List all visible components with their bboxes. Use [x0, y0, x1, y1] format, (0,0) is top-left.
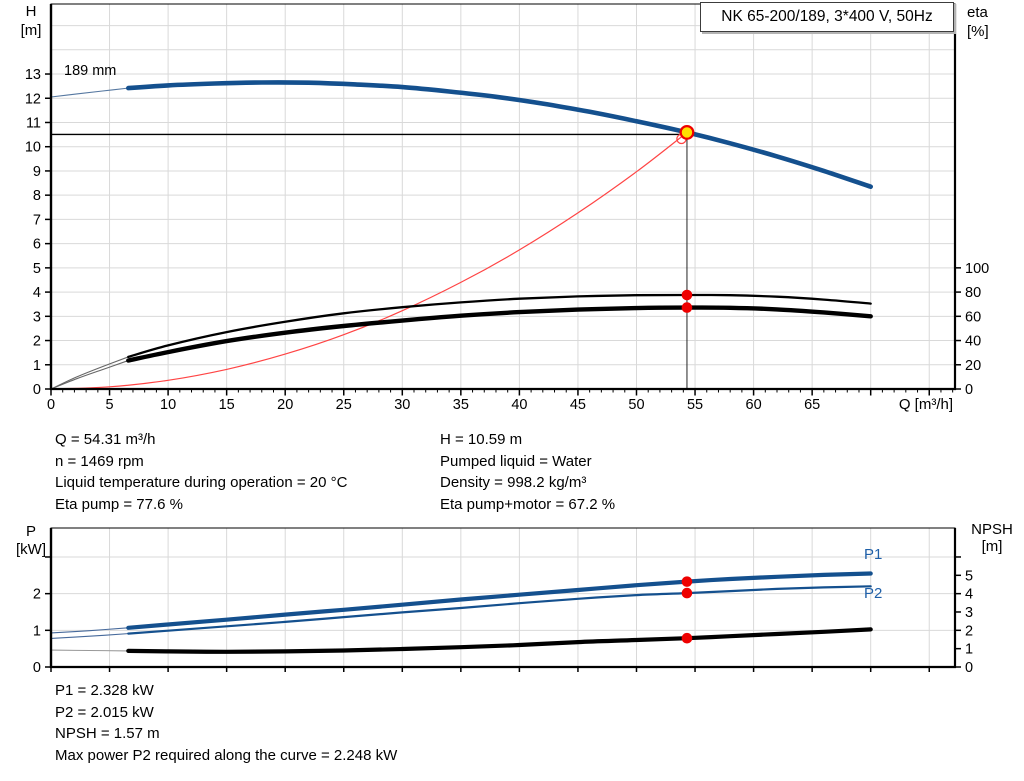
- info-p2: P2 = 2.015 kW: [55, 703, 154, 721]
- y-left-tick-label: 4: [33, 285, 41, 301]
- x-tick-label: 60: [746, 397, 762, 413]
- info-speed: n = 1469 rpm: [55, 452, 144, 470]
- p1-curve-lead: [50, 627, 129, 634]
- power-npsh-chart: 0 1 2 0 1 2 3 4 5: [33, 527, 973, 676]
- impeller-diameter-label: 189 mm: [64, 63, 117, 79]
- x-tick-label: 0: [47, 397, 55, 413]
- h-axis-unit: [m]: [20, 22, 42, 39]
- info-temperature: Liquid temperature during operation = 20…: [55, 474, 348, 491]
- y-left-tick-label: 8: [33, 188, 41, 204]
- p1-duty-dot: [681, 576, 693, 587]
- y-right-tick-label: 0: [965, 382, 973, 398]
- x-tick-label: 20: [277, 397, 293, 413]
- y-left-tick-label: 11: [26, 115, 41, 131]
- y-left-tick-label: 2: [33, 587, 41, 603]
- x-tick-label: 45: [570, 397, 586, 413]
- y-left-tick-label: 0: [33, 382, 41, 398]
- eta-pump-duty-dot: [681, 289, 693, 301]
- x-tick-label: 55: [687, 397, 703, 413]
- info-eta-pump: Eta pump = 77.6 %: [55, 495, 183, 513]
- eta-axis-label: eta [%]: [967, 3, 1013, 41]
- h-axis-label: H [m]: [14, 2, 48, 40]
- y-right-tick-label: 2: [965, 623, 973, 639]
- info-head: H = 10.59 m: [440, 431, 523, 448]
- q-axis-label: Q [m³/h]: [898, 396, 953, 413]
- y-right-tick-label: 5: [965, 568, 973, 584]
- npsh-axis-symbol: NPSH: [971, 521, 1013, 538]
- info-max-p2: Max power P2 required along the curve = …: [55, 746, 398, 764]
- y-left-tick-label: 9: [33, 164, 41, 180]
- x-tick-label: 30: [394, 397, 410, 413]
- p-axis-label: P [kW]: [12, 523, 50, 559]
- x-tick-label: 10: [160, 397, 176, 413]
- y-right-tick-label: 40: [965, 334, 981, 350]
- info-npsh: NPSH = 1.57 m: [55, 725, 160, 742]
- y-left-tick-label: 3: [33, 309, 41, 325]
- y-left-tick-label: 2: [33, 334, 41, 350]
- eta-axis-unit: [%]: [967, 23, 989, 40]
- power-npsh-info: P1 = 2.328 kW P2 = 2.015 kW NPSH = 1.57 …: [55, 680, 397, 766]
- p2-curve-label: P2: [864, 585, 883, 602]
- p1-curve: [126, 571, 873, 630]
- eta-pump-motor-curve: [126, 305, 873, 363]
- operating-point-info-left: Q = 54.31 m³/h n = 1469 rpm Liquid tempe…: [55, 429, 347, 515]
- y-left-tick-label: 10: [25, 140, 41, 156]
- y-right-tick-label: 1: [965, 642, 973, 658]
- x-tick-label: 5: [106, 397, 114, 413]
- eta-axis-symbol: eta: [967, 4, 988, 21]
- p-axis-symbol: P: [25, 523, 36, 540]
- y-right-tick-label: 20: [965, 358, 981, 374]
- pump-title-text: NK 65-200/189, 3*400 V, 50Hz: [721, 8, 933, 25]
- info-flow: Q = 54.31 m³/h: [55, 431, 156, 448]
- y-right-tick-label: 80: [965, 285, 981, 301]
- pump-title-box: NK 65-200/189, 3*400 V, 50Hz: [700, 2, 954, 32]
- npsh-curve: [126, 627, 873, 654]
- npsh-axis-unit: [m]: [981, 538, 1003, 555]
- eta-pump-motor-curve-lead: [50, 359, 129, 390]
- info-density: Density = 998.2 kg/m³: [440, 474, 587, 491]
- operating-point-info-right: H = 10.59 m Pumped liquid = Water Densit…: [440, 429, 615, 515]
- system-curve: [50, 131, 688, 390]
- y-left-tick-label: 7: [33, 212, 41, 228]
- npsh-duty-dot: [681, 632, 693, 644]
- y-left-tick-label: 12: [25, 91, 41, 107]
- x-tick-label: 40: [511, 397, 527, 413]
- npsh-curve-lead: [50, 649, 129, 652]
- p2-duty-dot: [681, 587, 693, 599]
- y-left-tick-label: 0: [33, 660, 41, 676]
- x-tick-label: 35: [453, 397, 469, 413]
- y-right-tick-label: 100: [965, 261, 989, 277]
- y-right-tick-label: 4: [965, 587, 973, 603]
- x-tick-label: 50: [628, 397, 644, 413]
- p2-curve: [127, 585, 872, 635]
- y-right-tick-label: 0: [965, 660, 973, 676]
- p1-curve-label: P1: [864, 546, 883, 563]
- eta-pump-motor-duty-dot: [681, 302, 693, 313]
- head-curve-189mm: [126, 80, 873, 189]
- x-tick-label: 15: [219, 397, 235, 413]
- h-axis-symbol: H: [25, 3, 37, 20]
- head-curve-189mm-lead: [50, 87, 129, 98]
- eta-pump-curve: [127, 293, 872, 359]
- hq-eta-chart: 0 5 10 15 20 25 30 35 40 45 50 55 60 6501234567891011…: [25, 3, 989, 413]
- x-tick-label: 65: [804, 397, 820, 413]
- info-liquid: Pumped liquid = Water: [440, 452, 592, 470]
- p2-curve-lead: [50, 633, 129, 639]
- y-left-tick-label: 5: [33, 261, 41, 277]
- y-right-tick-label: 60: [965, 309, 981, 325]
- y-left-tick-label: 1: [33, 358, 41, 374]
- y-left-tick-label: 1: [33, 623, 41, 639]
- info-eta-pump-motor: Eta pump+motor = 67.2 %: [440, 495, 616, 513]
- duty-point[interactable]: [679, 125, 695, 140]
- y-left-tick-label: 6: [33, 237, 41, 253]
- npsh-axis-label: NPSH [m]: [961, 521, 1023, 555]
- p-axis-unit: [kW]: [16, 541, 46, 558]
- y-left-tick-label: 13: [25, 67, 41, 83]
- y-right-tick-label: 3: [965, 605, 973, 621]
- info-p1: P1 = 2.328 kW: [55, 682, 154, 699]
- eta-pump-curve-lead: [50, 356, 129, 390]
- x-tick-label: 25: [336, 397, 352, 413]
